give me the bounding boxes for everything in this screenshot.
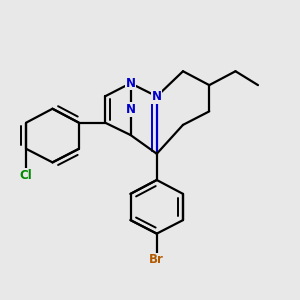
Text: N: N bbox=[125, 103, 136, 116]
Text: Br: Br bbox=[149, 254, 164, 266]
Text: Cl: Cl bbox=[20, 169, 33, 182]
Text: N: N bbox=[125, 77, 136, 90]
Text: N: N bbox=[152, 90, 162, 103]
